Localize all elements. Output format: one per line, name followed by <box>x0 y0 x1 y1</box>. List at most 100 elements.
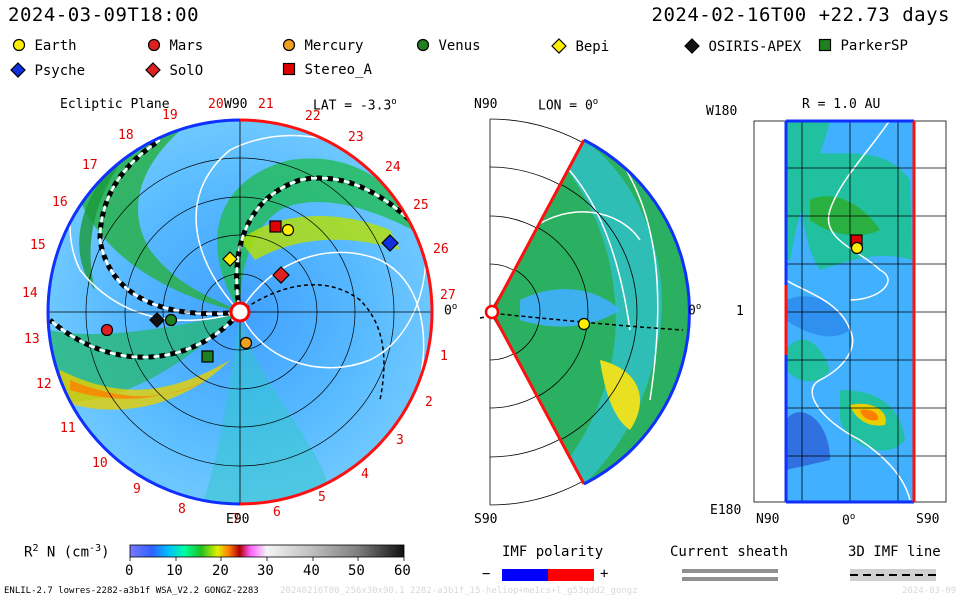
rot-2: 2 <box>425 395 433 410</box>
stereo-a-marker-icon <box>282 62 296 76</box>
colorbar-tick-30: 30 <box>257 563 274 579</box>
latlon-mid-left-label: 1 <box>736 304 744 319</box>
meridional-right-label: 0o <box>688 302 702 319</box>
rot-25: 25 <box>413 198 429 213</box>
rot-17: 17 <box>82 158 98 173</box>
rot-14: 14 <box>22 286 38 301</box>
osiris-apex-position-marker <box>149 312 165 328</box>
rot-15: 15 <box>30 238 46 253</box>
rot-5: 5 <box>318 490 326 505</box>
current-sheath-title: Current sheath <box>670 544 789 560</box>
venus-position-marker <box>164 313 178 327</box>
footer-date: 2024-03-09 <box>902 586 957 596</box>
psyche-marker-icon <box>10 62 26 78</box>
legend-item-earth: Earth <box>12 38 77 54</box>
rot-10: 10 <box>92 456 108 471</box>
rot-4: 4 <box>361 467 369 482</box>
ecliptic-panel <box>46 118 434 506</box>
rot-12: 12 <box>36 377 52 392</box>
latlon-top-left-label: W180 <box>706 104 738 119</box>
ecliptic-right-label: 0o <box>444 302 458 319</box>
rot-8: 8 <box>178 502 186 517</box>
legend-item-venus: Venus <box>416 38 481 54</box>
earth-marker-icon <box>12 38 26 52</box>
colorbar-label: R2 N (cm-3) <box>24 543 110 561</box>
latlon-x-mid-label: 0o <box>842 512 856 529</box>
latlon-earth-marker <box>850 241 864 255</box>
legend-item-parkersp: ParkerSP <box>818 38 908 54</box>
meridional-top-label: N90 <box>474 97 498 112</box>
imf-line-title: 3D IMF line <box>848 544 941 560</box>
rot-11: 11 <box>60 421 76 436</box>
psyche-position-marker <box>381 234 399 252</box>
left-timestamp: 2024-03-09T18:00 <box>8 4 200 26</box>
colorbar-tick-0: 0 <box>125 563 134 579</box>
imf-polarity-plus: + <box>600 566 609 582</box>
solo-position-marker <box>272 266 290 284</box>
rot-13: 13 <box>24 332 40 347</box>
rot-3: 3 <box>396 433 404 448</box>
imf-polarity-bar <box>502 569 594 581</box>
legend-item-mercury: Mercury <box>282 38 363 54</box>
footer-model: ENLIL-2.7 lowres-2282-a3b1f WSA_V2.2 GON… <box>4 586 259 596</box>
latlon-panel <box>753 119 947 504</box>
legend-item-bepi: Bepi <box>551 38 609 55</box>
rot-26: 26 <box>433 242 449 257</box>
rot-23: 23 <box>348 130 364 145</box>
ecliptic-title: Ecliptic Plane <box>60 97 170 112</box>
rot-22: 22 <box>305 109 321 124</box>
current-sheath-sample <box>682 569 778 581</box>
colorbar-tick-60: 60 <box>394 563 411 579</box>
footer-run: 20240216T00_256x30x90.1 2282-a3b1f_15-he… <box>280 586 638 596</box>
osiris-apex-marker-icon <box>684 38 700 54</box>
latlon-x-left-label: N90 <box>756 512 780 527</box>
parkersp-marker-icon <box>818 38 832 52</box>
mars-marker-icon <box>147 38 161 52</box>
stereo-a-position-marker <box>269 220 282 233</box>
density-colorbar <box>129 544 405 561</box>
rot-24: 24 <box>385 160 401 175</box>
legend-item-osiris-apex: OSIRIS-APEX <box>684 38 801 55</box>
meridional-panel <box>479 118 691 506</box>
rot-19: 19 <box>162 108 178 123</box>
latlon-title: R = 1.0 AU <box>802 97 881 112</box>
legend-item-mars: Mars <box>147 38 203 54</box>
solo-marker-icon <box>145 62 161 78</box>
ecliptic-bottom-label: E90 <box>226 512 250 527</box>
imf-polarity-title: IMF polarity <box>502 544 604 560</box>
meridional-bottom-label: S90 <box>474 512 498 527</box>
latlon-x-right-label: S90 <box>916 512 940 527</box>
right-timestamp: 2024-02-16T00 +22.73 days <box>651 4 950 26</box>
venus-marker-icon <box>416 38 430 52</box>
rot-20: 20 <box>208 97 224 112</box>
sun-icon <box>229 301 251 323</box>
ecliptic-top-label: W90 <box>224 97 248 112</box>
meridional-sun-icon <box>484 304 500 320</box>
bepi-position-marker <box>222 251 238 267</box>
parkersp-position-marker <box>201 350 214 363</box>
colorbar-tick-40: 40 <box>303 563 320 579</box>
colorbar-tick-20: 20 <box>212 563 229 579</box>
legend-item-psyche: Psyche <box>10 62 85 79</box>
rot-9: 9 <box>133 482 141 497</box>
rot-18: 18 <box>118 128 134 143</box>
ecliptic-structures <box>48 120 432 504</box>
colorbar-tick-10: 10 <box>166 563 183 579</box>
imf-polarity-minus: − <box>482 566 491 582</box>
rot-7: 7 <box>232 512 240 527</box>
rot-16: 16 <box>52 195 68 210</box>
rot-6: 6 <box>273 505 281 520</box>
bepi-marker-icon <box>551 38 567 54</box>
meridional-lon-label: LON = 0o <box>538 97 599 114</box>
imf-line-sample <box>850 569 936 581</box>
latlon-bottom-left-label: E180 <box>710 503 742 518</box>
rot-21: 21 <box>258 97 274 112</box>
earth-position-marker <box>281 223 295 237</box>
mercury-marker-icon <box>282 38 296 52</box>
colorbar-tick-50: 50 <box>348 563 365 579</box>
meridional-earth-marker <box>577 317 591 331</box>
rot-27: 27 <box>440 288 456 303</box>
ecliptic-lat: LAT = -3.3o <box>313 97 397 114</box>
mars-position-marker <box>100 323 114 337</box>
